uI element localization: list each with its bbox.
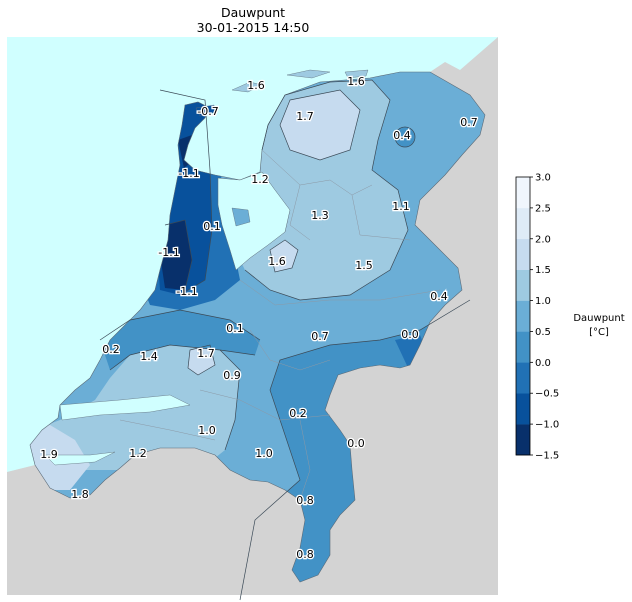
value-label: 0.0: [347, 437, 365, 450]
value-label: -1.1: [158, 246, 179, 259]
value-label: 1.2: [251, 173, 269, 186]
value-label: 0.4: [430, 290, 448, 303]
value-label: 0.9: [223, 369, 241, 382]
colorbar-band: [516, 207, 530, 240]
colorbar-band: [516, 331, 530, 363]
value-label: 0.1: [203, 220, 221, 233]
value-label: -1.1: [178, 167, 199, 180]
neighbouring-land: [7, 37, 498, 595]
value-labels: 1.6 1.6 -0.7 1.7 0.4 0.7 -1.1 1.2 1.3 1.…: [39, 74, 479, 563]
value-label: 0.1: [226, 322, 244, 335]
map-title: Dauwpunt: [220, 5, 286, 20]
value-label: 0.7: [460, 116, 478, 129]
value-label: 1.7: [197, 347, 215, 360]
province-borders: [119, 149, 441, 501]
value-label: 1.0: [255, 447, 273, 460]
colorbar-tick-label: 0.0: [535, 358, 551, 369]
value-label: 0.2: [102, 343, 120, 356]
wadden-island: [344, 69, 369, 79]
value-label: 0.8: [296, 548, 314, 561]
colorbar-tick-label: −1.0: [535, 420, 559, 431]
value-label: 1.0: [198, 424, 216, 437]
colorbar-unit: [°C]: [589, 327, 609, 338]
colorbar-tick-label: 1.0: [535, 296, 551, 307]
colorbar-tick-label: 2.5: [535, 203, 551, 214]
value-label: 1.7: [296, 110, 314, 123]
value-label: 1.2: [129, 447, 147, 460]
value-label: 0.4: [393, 129, 411, 142]
value-label: 0.0: [401, 328, 419, 341]
colorbar-tick-label: −1.5: [535, 451, 559, 462]
value-label: 1.1: [392, 200, 410, 213]
value-label: 1.9: [40, 448, 58, 461]
colorbar-tick-label: 1.5: [535, 265, 551, 276]
colorbar: 3.0 2.5 2.0 1.5 1.0 0.5 0.0 −0.5 −1.0 −1.5: [515, 173, 559, 462]
colorbar-band: [516, 269, 530, 301]
value-label: 1.6: [247, 79, 265, 92]
wadden-island: [231, 81, 263, 93]
colorbar-band: [516, 362, 530, 394]
colorbar-band: [516, 177, 530, 209]
colorbar-band: [516, 300, 530, 332]
value-label: -0.7: [197, 105, 218, 118]
ijsselmeer: [217, 171, 291, 271]
wadden-island: [286, 69, 331, 79]
colorbar-tick-label: 3.0: [535, 173, 551, 184]
value-label: 1.4: [140, 350, 158, 363]
value-label: 1.8: [71, 488, 89, 501]
colorbar-band: [516, 424, 530, 456]
value-label: 0.7: [311, 330, 329, 343]
map-timestamp: 30-01-2015 14:50: [196, 20, 310, 35]
colorbar-label: Dauwpunt: [573, 313, 625, 324]
value-label: 1.3: [311, 209, 329, 222]
colorbar-tick-label: −0.5: [535, 389, 559, 400]
westerschelde: [44, 451, 116, 466]
colorbar-band: [516, 238, 530, 270]
contour-lines: [99, 79, 471, 601]
colorbar-tick-label: 0.5: [535, 327, 551, 338]
value-label: 0.2: [289, 407, 307, 420]
island: [231, 207, 251, 227]
value-label: 0.8: [296, 494, 314, 507]
value-label: 1.6: [347, 75, 365, 88]
colorbar-tick-label: 2.0: [535, 234, 551, 245]
value-label: -1.1: [176, 285, 197, 298]
colorbar-band: [516, 393, 530, 425]
zeeland-water: [59, 394, 191, 421]
value-label: 1.6: [268, 255, 286, 268]
value-label: 1.5: [355, 259, 373, 272]
